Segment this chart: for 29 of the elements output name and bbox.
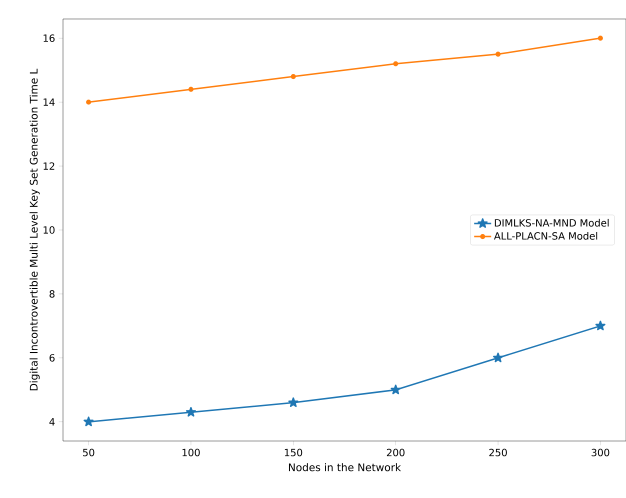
point [493, 352, 504, 362]
point [496, 52, 501, 57]
legend-label: DIMLKS-NA-MND Model [494, 218, 609, 227]
x-tick-label: 200 [386, 448, 405, 456]
point [290, 74, 296, 80]
point [86, 100, 92, 105]
point [595, 320, 606, 330]
point [188, 86, 194, 92]
x-tick-label: 300 [592, 448, 610, 456]
point [186, 406, 196, 417]
point [288, 397, 298, 408]
point [393, 61, 398, 66]
y-tick-label: 4 [49, 418, 55, 426]
y-axis-title: Digital Incontrovertible Multi Level Key Set Generation Time L [30, 68, 40, 390]
point [84, 416, 94, 426]
y-tick-label: 8 [50, 290, 55, 298]
point [598, 36, 603, 41]
x-tick-label: 150 [284, 448, 302, 456]
legend-label: ALL-PLACN-SA Model [494, 232, 598, 240]
point [390, 384, 401, 394]
x-tick-label: 50 [83, 448, 94, 456]
y-tick-label: 12 [44, 162, 54, 170]
y-tick-label: 16 [44, 34, 55, 42]
y-tick-label: 10 [44, 226, 55, 234]
y-tick-label: 14 [44, 98, 55, 106]
x-axis-title: Nodes in the Network [288, 463, 402, 472]
x-tick-label: 100 [182, 448, 200, 456]
y-tick-label: 6 [50, 354, 55, 362]
x-tick-label: 250 [489, 448, 507, 456]
